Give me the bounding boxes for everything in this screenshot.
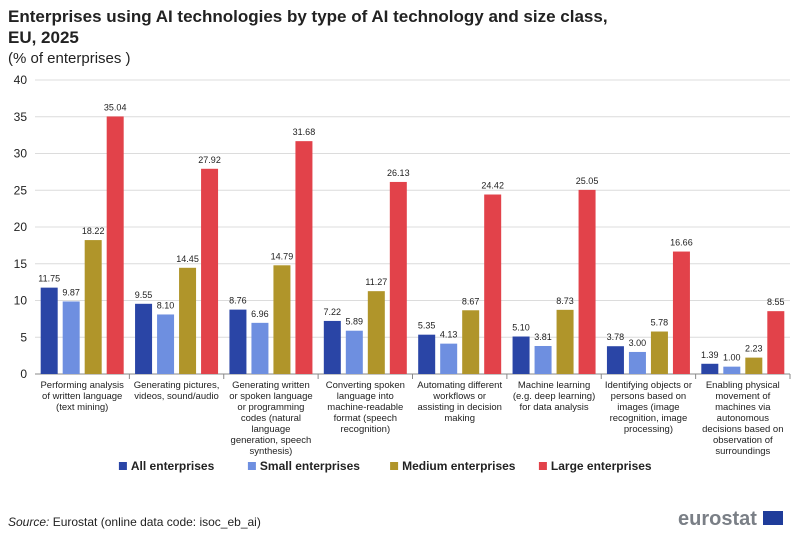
y-tick-label: 35 bbox=[14, 110, 28, 124]
bar bbox=[628, 351, 646, 374]
value-label: 3.00 bbox=[629, 338, 647, 348]
value-label: 31.68 bbox=[293, 127, 316, 137]
legend-swatch bbox=[118, 462, 127, 470]
bar bbox=[534, 345, 552, 374]
chart-title: Enterprises using AI technologies by typ… bbox=[8, 7, 608, 47]
bar bbox=[323, 320, 341, 374]
bar bbox=[512, 336, 530, 374]
value-label: 11.27 bbox=[365, 277, 387, 287]
y-tick-label: 0 bbox=[20, 367, 27, 381]
bar bbox=[723, 366, 741, 374]
value-label: 8.73 bbox=[556, 296, 574, 306]
legend-label: All enterprises bbox=[131, 459, 215, 473]
bar bbox=[440, 343, 458, 374]
y-tick-label: 25 bbox=[14, 183, 28, 197]
bar bbox=[701, 363, 719, 374]
x-tick-label: Generating written or spoken language or… bbox=[229, 380, 313, 457]
value-label: 5.35 bbox=[418, 321, 436, 331]
bar bbox=[295, 141, 313, 374]
x-tick-label: Enabling physical movement of machines v… bbox=[702, 380, 784, 457]
legend-swatch bbox=[538, 462, 547, 470]
value-label: 27.92 bbox=[198, 155, 221, 165]
legend-swatch bbox=[390, 462, 399, 470]
bar bbox=[62, 301, 80, 374]
value-label: 8.55 bbox=[767, 297, 785, 307]
bar bbox=[179, 267, 197, 374]
bar bbox=[767, 311, 785, 374]
bar bbox=[367, 291, 385, 374]
value-label: 26.13 bbox=[387, 168, 410, 178]
eu-flag bbox=[763, 511, 783, 525]
value-label: 16.66 bbox=[670, 238, 693, 248]
bar bbox=[251, 322, 269, 374]
bar bbox=[462, 310, 480, 374]
value-label: 6.96 bbox=[251, 309, 269, 319]
legend-label: Medium enterprises bbox=[402, 459, 516, 473]
bar bbox=[106, 116, 124, 375]
y-tick-label: 30 bbox=[14, 147, 28, 161]
bar bbox=[157, 314, 175, 374]
bar bbox=[418, 334, 436, 374]
value-label: 1.00 bbox=[723, 353, 741, 363]
bar bbox=[672, 251, 690, 374]
bar bbox=[201, 168, 219, 374]
value-label: 35.04 bbox=[104, 102, 127, 112]
chart-subtitle: (% of enterprises ) bbox=[8, 50, 131, 67]
source-text: Eurostat (online data code: isoc_eb_ai) bbox=[52, 515, 261, 529]
bar bbox=[345, 330, 363, 374]
value-label: 8.76 bbox=[229, 296, 247, 306]
bar bbox=[578, 189, 596, 374]
value-label: 7.22 bbox=[324, 307, 342, 317]
legend-label: Small enterprises bbox=[260, 459, 360, 473]
value-label: 9.55 bbox=[135, 290, 153, 300]
bar bbox=[135, 303, 153, 374]
value-label: 2.23 bbox=[745, 344, 763, 354]
value-label: 3.78 bbox=[607, 332, 625, 342]
bar bbox=[40, 287, 58, 374]
x-tick-label: Machine learning (e.g. deep learning) fo… bbox=[512, 380, 596, 413]
value-label: 24.42 bbox=[481, 181, 504, 191]
x-tick-label: Performing analysis of written language … bbox=[40, 380, 124, 413]
y-tick-label: 15 bbox=[14, 257, 28, 271]
bar bbox=[606, 346, 624, 374]
x-tick-label: Converting spoken language into machine-… bbox=[325, 380, 405, 435]
bar bbox=[745, 357, 763, 374]
legend-swatch bbox=[247, 462, 256, 470]
y-tick-label: 40 bbox=[14, 73, 28, 87]
y-tick-label: 20 bbox=[14, 220, 28, 234]
value-label: 5.89 bbox=[346, 317, 364, 327]
value-label: 5.10 bbox=[512, 323, 530, 333]
value-label: 25.05 bbox=[576, 176, 599, 186]
value-label: 3.81 bbox=[534, 332, 552, 342]
value-label: 8.10 bbox=[157, 300, 175, 310]
bar bbox=[273, 265, 291, 374]
value-label: 4.13 bbox=[440, 330, 458, 340]
source-label: Source: bbox=[8, 515, 50, 529]
x-tick-label: Generating pictures, videos, sound/audio bbox=[133, 380, 220, 402]
source: Source: Eurostat (online data code: isoc… bbox=[8, 515, 261, 529]
y-tick-label: 5 bbox=[20, 330, 27, 344]
bar bbox=[556, 309, 574, 374]
bar bbox=[484, 194, 502, 374]
x-tick-label: Automating different workflows or assist… bbox=[417, 380, 503, 424]
value-label: 18.22 bbox=[82, 226, 105, 236]
bar bbox=[650, 331, 668, 374]
value-label: 9.87 bbox=[62, 287, 80, 297]
y-tick-label: 10 bbox=[14, 294, 28, 308]
logo: eurostat bbox=[678, 508, 757, 530]
value-label: 14.79 bbox=[271, 251, 294, 261]
value-label: 14.45 bbox=[176, 254, 199, 264]
bar bbox=[229, 309, 247, 374]
value-label: 1.39 bbox=[701, 350, 719, 360]
value-label: 8.67 bbox=[462, 296, 480, 306]
value-label: 5.78 bbox=[651, 318, 669, 328]
legend-label: Large enterprises bbox=[551, 459, 652, 473]
x-tick-label: Identifying objects or persons based on … bbox=[604, 380, 692, 435]
value-label: 11.75 bbox=[38, 274, 60, 284]
bar bbox=[389, 181, 407, 374]
bar bbox=[84, 240, 102, 374]
